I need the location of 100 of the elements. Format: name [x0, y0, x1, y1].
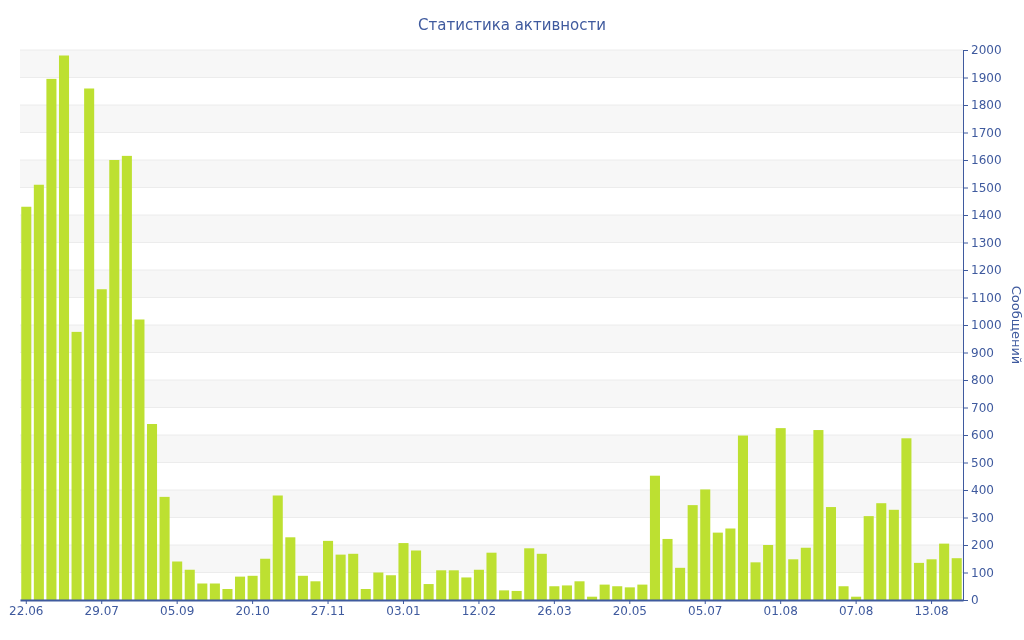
- x-tick-label: 27.11: [310, 603, 346, 618]
- bar: [360, 589, 371, 600]
- x-tick-label: 05.07: [688, 603, 723, 618]
- bar: [561, 585, 572, 600]
- y-tick-label: 1100: [971, 290, 1002, 305]
- x-tick-label: 01.08: [763, 603, 798, 618]
- y-tick-label: 1800: [971, 98, 1002, 113]
- bar: [863, 516, 874, 600]
- x-tick-label: 26.03: [537, 603, 572, 618]
- bar: [172, 561, 183, 600]
- bar: [838, 586, 849, 600]
- y-tick-label: 800: [971, 373, 994, 388]
- y-tick-label: 1500: [971, 180, 1002, 195]
- bar: [712, 532, 723, 600]
- bar: [272, 495, 283, 600]
- y-tick-label: 100: [971, 565, 994, 580]
- bar: [788, 559, 799, 600]
- bar: [46, 78, 57, 600]
- bar: [649, 475, 660, 600]
- y-tick-label: 1900: [971, 70, 1002, 85]
- y-tick-label: 1400: [971, 208, 1002, 223]
- bar: [637, 584, 648, 600]
- x-tick-label: 22.06: [9, 603, 44, 618]
- bar: [146, 424, 158, 600]
- bar: [448, 570, 459, 600]
- bar: [297, 575, 308, 600]
- bar: [33, 184, 44, 600]
- bar: [310, 581, 321, 600]
- bar: [737, 435, 748, 600]
- bar: [951, 558, 962, 600]
- bar: [700, 489, 711, 600]
- bar: [473, 569, 484, 600]
- bar: [260, 558, 271, 600]
- bar: [599, 584, 610, 600]
- x-tick-label: 12.02: [461, 603, 497, 618]
- bar: [813, 430, 824, 600]
- bar: [109, 160, 120, 600]
- y-tick-label: 200: [971, 538, 994, 553]
- bar: [926, 559, 937, 600]
- bar: [96, 289, 107, 600]
- bar: [423, 584, 434, 600]
- x-tick-label: 07.08: [838, 603, 874, 618]
- y-axis-title: Сообщений: [1009, 285, 1024, 365]
- bar: [71, 331, 82, 600]
- chart-title: Статистика активности: [418, 16, 606, 34]
- bar: [222, 589, 233, 600]
- y-tick-label: 2000: [971, 43, 1002, 58]
- bar: [373, 572, 384, 600]
- bar: [913, 562, 925, 600]
- bar: [901, 438, 912, 600]
- bar: [750, 562, 761, 600]
- bar: [524, 548, 535, 600]
- bar: [511, 590, 522, 600]
- bar: [662, 538, 673, 600]
- y-tick-label: 900: [971, 345, 994, 360]
- bar: [536, 553, 547, 600]
- bar: [549, 586, 560, 600]
- bar: [461, 577, 472, 600]
- bar: [763, 545, 774, 600]
- bar: [235, 576, 246, 600]
- bar: [184, 569, 195, 600]
- bar: [84, 88, 95, 600]
- bar: [335, 554, 346, 600]
- x-tick-label: 29.07: [84, 603, 119, 618]
- x-tick-label: 20.10: [235, 603, 270, 618]
- bar: [587, 596, 598, 600]
- bar: [775, 428, 786, 600]
- bar: [398, 543, 409, 600]
- bar: [687, 505, 698, 600]
- bar: [411, 550, 422, 600]
- bar: [725, 528, 736, 600]
- x-tick-label: 13.08: [914, 603, 949, 618]
- bar: [939, 543, 950, 600]
- y-tick-label: 1600: [971, 153, 1002, 168]
- y-tick-label: 700: [971, 400, 994, 415]
- bar: [825, 507, 837, 600]
- y-tick-label: 1700: [971, 125, 1002, 140]
- bar: [876, 503, 887, 600]
- y-tick-label: 1300: [971, 235, 1002, 250]
- y-tick-label: 400: [971, 483, 994, 498]
- bar: [612, 586, 623, 600]
- bar: [247, 575, 258, 600]
- bar: [574, 581, 585, 600]
- bar: [436, 570, 447, 600]
- bar: [851, 596, 862, 600]
- y-tick-label: 600: [971, 428, 994, 443]
- bar: [197, 583, 208, 600]
- bar: [323, 540, 334, 600]
- bar: [499, 590, 510, 600]
- bar: [121, 155, 132, 600]
- bar: [675, 567, 686, 600]
- x-tick-label: 05.09: [159, 603, 195, 618]
- bar: [159, 496, 170, 600]
- bar: [21, 206, 32, 600]
- y-tick-label: 0: [971, 593, 979, 608]
- bar: [58, 55, 70, 600]
- bar: [385, 575, 396, 600]
- y-tick-label: 1000: [971, 318, 1002, 333]
- bar: [209, 583, 220, 600]
- bar: [285, 537, 296, 600]
